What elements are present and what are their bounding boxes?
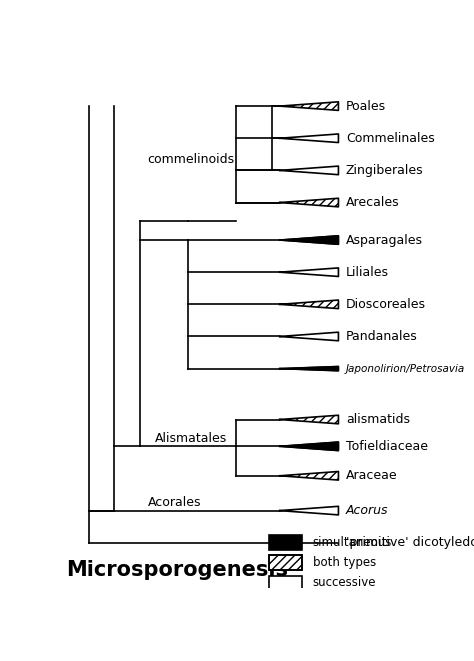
Polygon shape — [280, 268, 338, 276]
Text: commelinoids: commelinoids — [147, 153, 235, 166]
Polygon shape — [280, 300, 338, 309]
Text: Acorus: Acorus — [346, 504, 388, 517]
Text: Liliales: Liliales — [346, 266, 389, 279]
Polygon shape — [280, 102, 338, 110]
Text: Microsporogenesis: Microsporogenesis — [66, 560, 289, 580]
Text: Japonolirion/Petrosavia: Japonolirion/Petrosavia — [346, 364, 465, 373]
Text: Tofieldiaceae: Tofieldiaceae — [346, 440, 428, 453]
Polygon shape — [280, 415, 338, 424]
Bar — [269, 555, 301, 570]
Text: Poales: Poales — [346, 100, 386, 112]
Bar — [269, 555, 301, 570]
Polygon shape — [280, 332, 338, 341]
Text: Commelinales: Commelinales — [346, 132, 435, 145]
Text: successive: successive — [313, 576, 376, 590]
Polygon shape — [280, 134, 338, 143]
Text: Acorales: Acorales — [147, 496, 201, 509]
Polygon shape — [280, 471, 338, 480]
Text: Zingiberales: Zingiberales — [346, 164, 423, 177]
Polygon shape — [280, 442, 338, 451]
Bar — [269, 555, 301, 570]
Polygon shape — [280, 236, 338, 245]
Polygon shape — [280, 366, 338, 371]
Text: Arecales: Arecales — [346, 196, 400, 209]
Bar — [269, 535, 301, 550]
Text: simultaneous: simultaneous — [313, 536, 392, 549]
Polygon shape — [280, 506, 338, 515]
Text: Asparagales: Asparagales — [346, 233, 423, 247]
Text: Pandanales: Pandanales — [346, 330, 418, 343]
Text: Alismatales: Alismatales — [155, 432, 227, 445]
Text: 'primitive' dicotyledons: 'primitive' dicotyledons — [346, 536, 474, 549]
Text: Araceae: Araceae — [346, 469, 397, 483]
Polygon shape — [280, 198, 338, 207]
Text: both types: both types — [313, 557, 376, 569]
Text: alismatids: alismatids — [346, 413, 410, 426]
Text: Dioscoreales: Dioscoreales — [346, 298, 426, 311]
Polygon shape — [280, 166, 338, 175]
Bar — [269, 576, 301, 590]
